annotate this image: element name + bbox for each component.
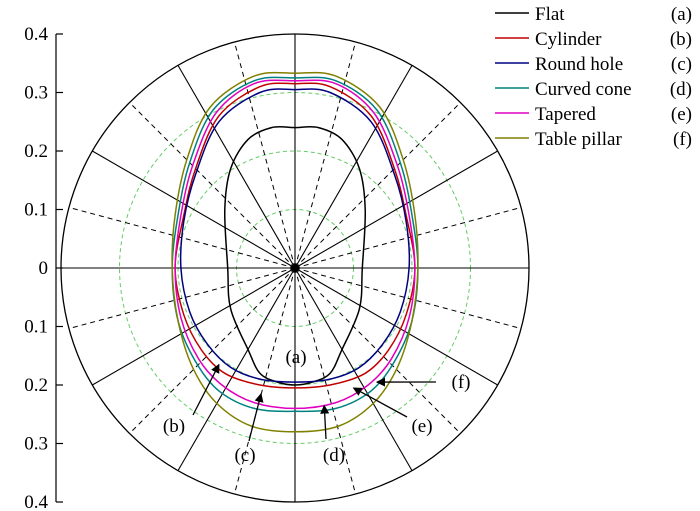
legend-label: Curved cone [535,79,632,100]
annotation-label: (e) [411,416,432,437]
grid-spoke-150 [92,150,296,269]
legend-item: Curved cone (d) [495,79,692,100]
y-tick-label: 0.3 [24,434,48,455]
polar-grid [60,33,530,503]
annotation-label: (f) [452,372,471,393]
y-tick-label: 0 [39,258,49,279]
y-tick-label: 0.4 [24,24,48,45]
series-line-cylinder [174,82,416,389]
legend-item: Table pillar (f) [495,129,692,150]
y-tick-label: 0.2 [24,141,48,162]
legend-label: Tapered [535,104,596,125]
legend-tag: (e) [671,104,692,125]
y-tick-label: 0.1 [24,317,48,338]
center-point [291,264,299,272]
grid-spoke-105 [233,41,296,269]
grid-spoke-240 [177,267,296,471]
grid-spoke-285 [294,267,357,495]
annotation-label: (d) [323,445,345,466]
annotations: (a) (b) (c) (d) (e) (f) [163,347,471,466]
annotation-label: (c) [234,445,255,466]
legend-label: Cylinder [535,29,602,50]
legend-item: Cylinder (b) [495,29,692,50]
legend-tag: (d) [670,79,692,100]
annotation-arrow [352,387,408,418]
series-line-round-hole [179,88,411,383]
annotation-label: (b) [163,416,185,437]
grid-spoke-165 [68,206,296,269]
legend-label: Table pillar [535,129,622,150]
grid-spoke-255 [233,267,296,495]
grid-spoke-210 [92,267,296,386]
grid-spoke-195 [68,267,296,330]
y-tick-label: 0.2 [24,375,48,396]
y-tick-label: 0.3 [24,83,48,104]
legend-label: Flat [535,4,565,25]
annotation-label: (a) [285,347,306,368]
legend-tag: (c) [671,54,692,75]
grid-spoke-60 [294,65,413,269]
y-tick-label: 0.4 [24,492,48,511]
y-axis: 0.4 0.3 0.2 0.1 0 0.1 0.2 0.3 0.4 [24,24,63,511]
grid-spoke-135 [129,102,296,269]
legend: Flat (a) Cylinder (b) Round hole (c) Curved co… [495,4,692,150]
grid-spoke-330 [294,267,498,386]
grid-spoke-75 [294,41,357,269]
series-group [171,71,419,433]
grid-spoke-120 [177,65,296,269]
grid-spoke-45 [294,102,461,269]
legend-item: Tapered (e) [495,104,692,125]
annotation-arrow [192,363,220,416]
grid-spoke-345 [294,267,522,330]
grid-spoke-300 [294,267,413,471]
series-line-flat [223,125,367,386]
legend-tag: (b) [670,29,692,50]
annotation-arrow [248,392,264,442]
legend-item: Flat (a) [495,4,692,25]
legend-tag: (f) [673,129,692,150]
annotation-arrow [320,404,330,440]
legend-tag: (a) [671,4,692,25]
series-line-tapered [174,79,416,410]
legend-label: Round hole [535,54,623,75]
y-tick-label: 0.1 [24,200,48,221]
grid-spoke-30 [294,150,498,269]
series-line-table-pillar [171,71,419,433]
series-line-curved-cone [171,76,419,413]
legend-item: Round hole (c) [495,54,692,75]
